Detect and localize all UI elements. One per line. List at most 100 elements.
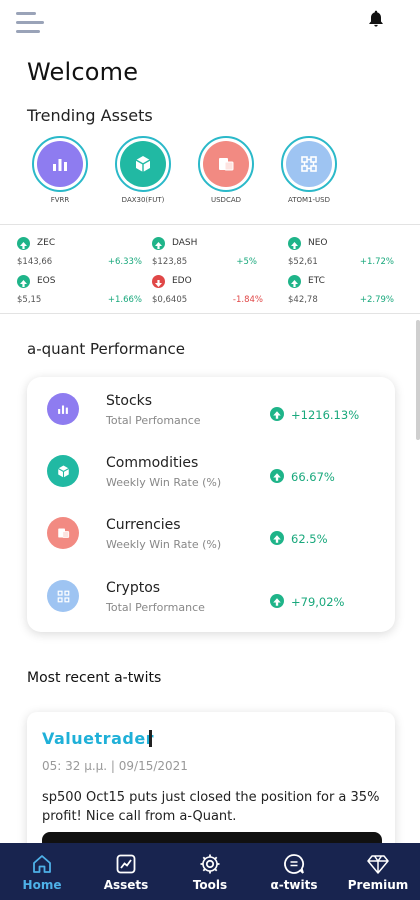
trending-assets-title: Trending Assets [27, 106, 153, 125]
ticker-change: -1.84% [232, 295, 263, 305]
twits-section-title: Most recent a-twits [27, 670, 162, 686]
cube-icon [47, 455, 79, 487]
ticker-symbol: EOS [37, 276, 56, 286]
ticker-eos[interactable]: EOS $5,15 +1.66% [17, 275, 142, 311]
nav-label: α-twits [270, 878, 318, 892]
divider [0, 313, 420, 314]
bell-icon[interactable] [366, 8, 386, 30]
asset-ring [32, 136, 88, 192]
crypto-icon [47, 580, 79, 612]
asset-label: ATOM1-USD [287, 196, 330, 204]
asset-label: USDCAD [210, 196, 242, 204]
ticker-zec[interactable]: ZEC $143,66 +6.33% [17, 237, 142, 273]
performance-value: 62.5% [291, 532, 328, 546]
performance-row-stocks[interactable]: Stocks Total Perfomance +1216.13% [27, 381, 395, 429]
arrow-up-icon [270, 469, 284, 483]
arrow-down-icon [152, 275, 165, 288]
nav-twits[interactable]: α-twits [252, 843, 336, 900]
performance-row-commodities[interactable]: Commodities Weekly Win Rate (%) 66.67% [27, 443, 395, 491]
twit-timestamp: 05: 32 μ.μ. | 09/15/2021 [42, 759, 188, 773]
arrow-up-icon [270, 531, 284, 545]
performance-name: Stocks [106, 393, 153, 409]
hamburger-icon[interactable] [16, 12, 46, 34]
currency-icon [203, 141, 249, 187]
ticker-price: $143,66 [17, 257, 53, 267]
currency-icon [47, 517, 79, 549]
asset-label: FVRR [50, 196, 70, 204]
performance-title: a-quant Performance [27, 340, 186, 358]
performance-name: Currencies [106, 517, 181, 533]
ticker-etc[interactable]: ETC $42,78 +2.79% [288, 275, 394, 311]
asset-ring [115, 136, 171, 192]
ticker-symbol: ETC [308, 276, 325, 286]
ticker-price: $5,15 [17, 295, 42, 305]
ticker-symbol: DASH [172, 238, 198, 248]
arrow-up-icon [152, 237, 165, 250]
ticker-edo[interactable]: EDO $0,6405 -1.84% [152, 275, 263, 311]
arrow-up-icon [17, 275, 30, 288]
ticker-change: +2.79% [359, 295, 394, 305]
twit-username[interactable]: Valuetrader [42, 729, 155, 748]
diamond-icon [367, 855, 389, 874]
trending-asset-atom1[interactable]: ATOM1-USD [274, 136, 344, 204]
nav-premium[interactable]: Premium [336, 843, 420, 900]
performance-subtitle: Weekly Win Rate (%) [106, 476, 222, 489]
arrow-up-icon [17, 237, 30, 250]
ticker-symbol: EDO [172, 276, 192, 286]
ticker-change: +1.72% [359, 257, 394, 267]
scrollbar[interactable] [416, 320, 420, 440]
cube-icon [120, 141, 166, 187]
nav-home[interactable]: Home [0, 843, 84, 900]
ticker-change: +5% [236, 257, 257, 267]
page-title: Welcome [27, 58, 139, 86]
performance-name: Commodities [106, 455, 199, 471]
assets-chart-icon [116, 854, 136, 874]
ticker-neo[interactable]: NEO $52,61 +1.72% [288, 237, 394, 273]
performance-name: Cryptos [106, 580, 161, 596]
ticker-price: $42,78 [288, 295, 318, 305]
trending-asset-fvrr[interactable]: FVRR [25, 136, 95, 204]
ticker-dash[interactable]: DASH $123,85 +5% [152, 237, 257, 273]
nav-label: Home [22, 878, 62, 892]
nav-label: Premium [347, 878, 409, 892]
trending-asset-usdcad[interactable]: USDCAD [191, 136, 261, 204]
nav-tools[interactable]: Tools [168, 843, 252, 900]
arrow-up-icon [288, 237, 301, 250]
asset-label: DAX30(FUT) [121, 196, 165, 204]
divider [0, 224, 420, 225]
crypto-icon [286, 141, 332, 187]
ticker-symbol: ZEC [37, 238, 56, 248]
performance-value: +79,02% [291, 595, 345, 609]
performance-value: +1216.13% [291, 408, 360, 422]
performance-row-currencies[interactable]: Currencies Weekly Win Rate (%) 62.5% [27, 505, 395, 553]
ticker-price: $0,6405 [152, 295, 188, 305]
arrow-up-icon [270, 594, 284, 608]
twit-text: sp500 Oct15 puts just closed the positio… [42, 790, 380, 824]
arrow-up-icon [270, 407, 284, 421]
ticker-change: +6.33% [107, 257, 142, 267]
ticker-price: $52,61 [288, 257, 318, 267]
performance-card: Stocks Total Perfomance +1216.13% Commod… [27, 377, 395, 632]
trending-assets-row: FVRR DAX30(FUT) USDCAD ATOM1-USD [20, 136, 360, 208]
ticker-price: $123,85 [152, 257, 188, 267]
bar-chart-icon [37, 141, 83, 187]
asset-ring [281, 136, 337, 192]
ticker-change: +1.66% [107, 295, 142, 305]
nav-label: Assets [103, 878, 149, 892]
bar-chart-icon [47, 393, 79, 425]
text-cursor [149, 730, 152, 747]
performance-row-cryptos[interactable]: Cryptos Total Performance +79,02% [27, 568, 395, 616]
nav-label: Tools [192, 878, 228, 892]
nav-assets[interactable]: Assets [84, 843, 168, 900]
asset-ring [198, 136, 254, 192]
performance-value: 66.67% [291, 470, 335, 484]
trending-asset-dax30[interactable]: DAX30(FUT) [108, 136, 178, 204]
twits-icon [284, 854, 305, 874]
performance-subtitle: Total Performance [106, 601, 205, 614]
tools-gear-icon [200, 854, 220, 874]
arrow-up-icon [288, 275, 301, 288]
ticker-symbol: NEO [308, 238, 328, 248]
performance-subtitle: Weekly Win Rate (%) [106, 538, 222, 551]
bottom-navigation: Home Assets Tools α-twits Premium [0, 843, 420, 900]
home-icon [33, 855, 51, 873]
